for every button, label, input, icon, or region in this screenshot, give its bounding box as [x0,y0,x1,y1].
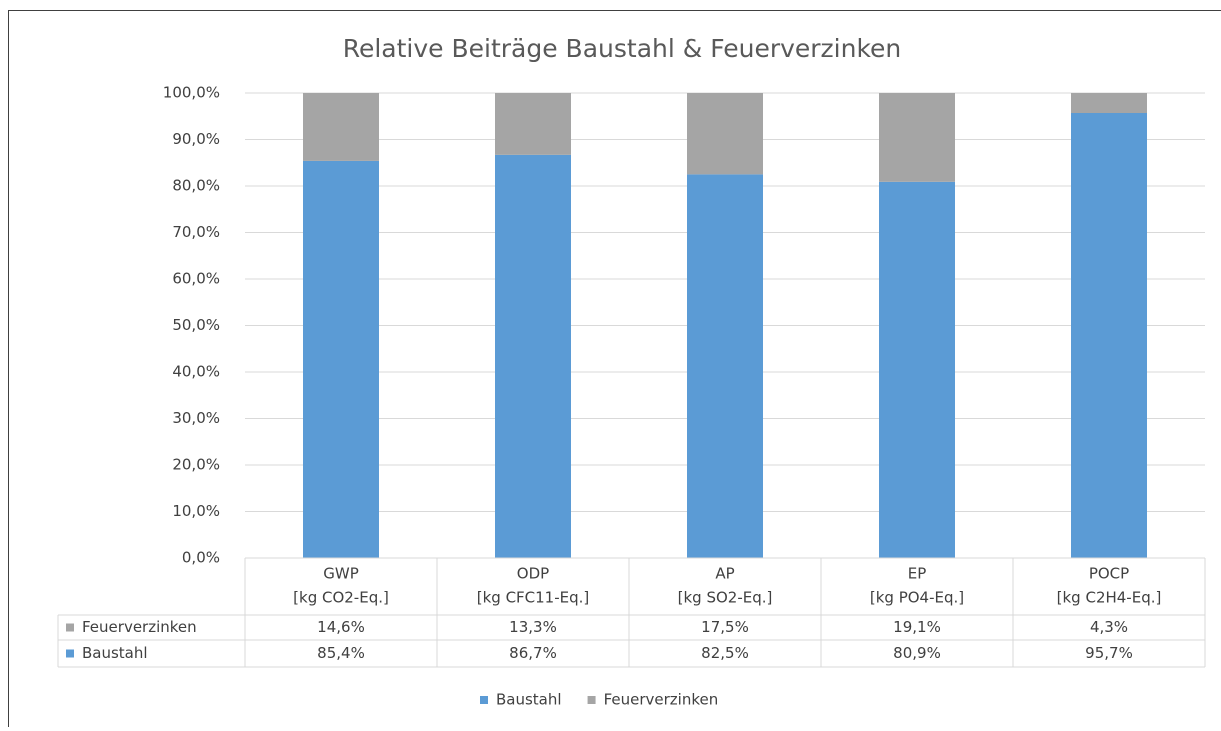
y-tick-label: 20,0% [172,456,220,474]
legend-label: Baustahl [496,691,562,709]
y-tick-label: 30,0% [172,409,220,427]
y-tick-label: 90,0% [172,130,220,148]
x-tick-label: ODP [517,565,549,583]
bar-segment [879,182,955,558]
legend-key [480,696,488,704]
bar-segment [1071,113,1147,558]
table-row-label: Feuerverzinken [82,618,197,636]
x-tick-label: GWP [323,565,359,583]
data-label: 14,6% [317,618,365,636]
y-tick-label: 40,0% [172,363,220,381]
data-label: 95,7% [1085,644,1133,662]
chart-title: Relative Beiträge Baustahl & Feuerverzin… [343,34,902,63]
data-label: 19,1% [893,618,941,636]
data-label: 86,7% [509,644,557,662]
x-tick-label: EP [908,565,927,583]
x-tick-label: [kg SO2-Eq.] [678,589,773,607]
data-label: 4,3% [1090,618,1128,636]
legend-key [588,696,596,704]
x-tick-label: POCP [1089,565,1129,583]
legend-label: Feuerverzinken [604,691,719,709]
data-label: 85,4% [317,644,365,662]
bar-segment [687,174,763,558]
y-tick-label: 80,0% [172,177,220,195]
x-tick-label: [kg C2H4-Eq.] [1057,589,1162,607]
data-label: 17,5% [701,618,749,636]
bar-segment [879,93,955,182]
x-tick-label: AP [715,565,734,583]
data-label: 13,3% [509,618,557,636]
x-tick-label: [kg PO4-Eq.] [870,589,964,607]
table-legend-key [66,624,74,632]
bar-segment [687,93,763,174]
table-legend-key [66,650,74,658]
y-tick-label: 0,0% [182,549,220,567]
bar-segment [495,155,571,558]
y-tick-label: 60,0% [172,270,220,288]
data-label: 82,5% [701,644,749,662]
y-tick-label: 70,0% [172,223,220,241]
bar-segment [495,93,571,155]
bar-segment [303,93,379,161]
x-tick-label: [kg CFC11-Eq.] [477,589,590,607]
y-tick-label: 10,0% [172,502,220,520]
data-label: 80,9% [893,644,941,662]
y-tick-label: 100,0% [163,84,220,102]
bar-segment [303,161,379,558]
table-row-label: Baustahl [82,644,148,662]
y-tick-label: 50,0% [172,316,220,334]
x-tick-label: [kg CO2-Eq.] [293,589,389,607]
bar-segment [1071,93,1147,113]
